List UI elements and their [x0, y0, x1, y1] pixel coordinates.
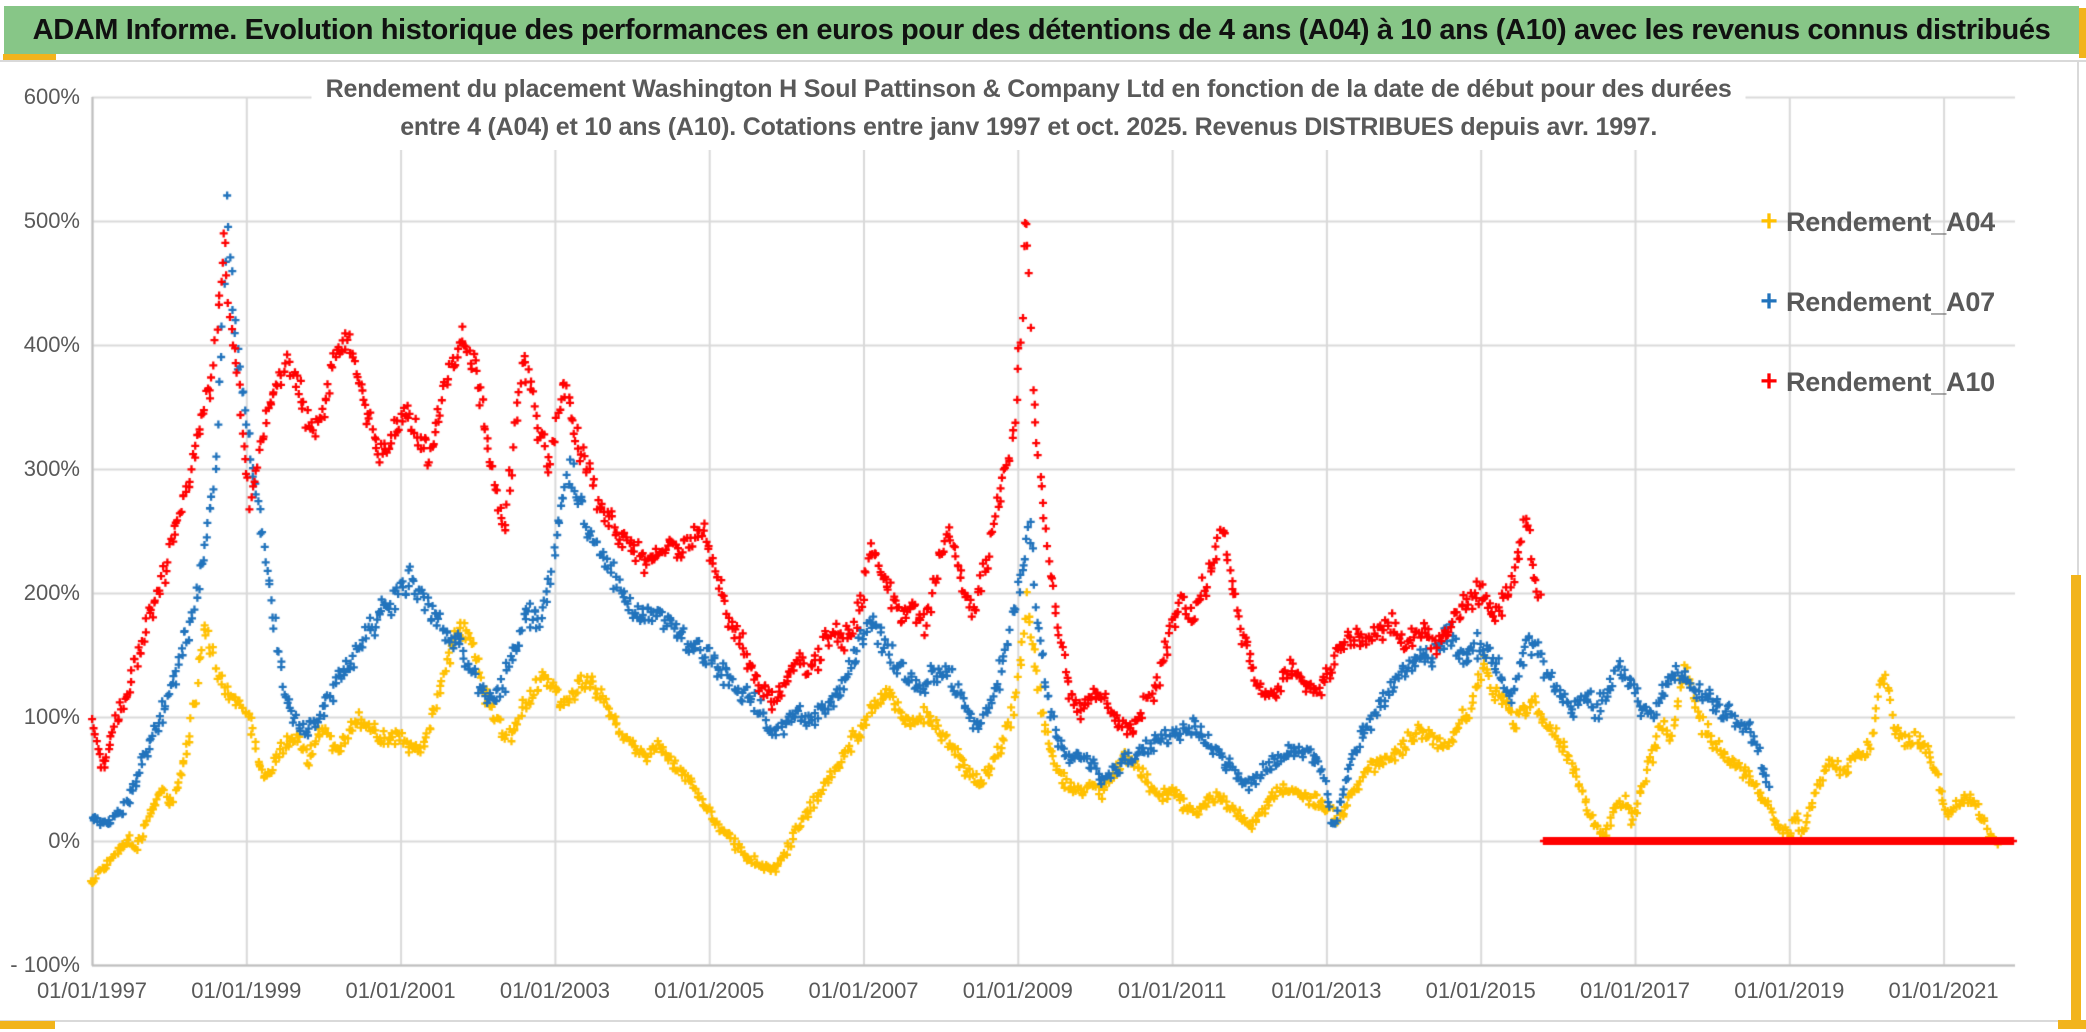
- legend-label: Rendement_A07: [1786, 286, 1995, 317]
- accent-bottom-left: [0, 1021, 55, 1029]
- plus-marker-icon: +: [1760, 365, 1778, 398]
- accent-bottom-right: [2058, 1020, 2086, 1029]
- accent-top-left: [3, 54, 56, 60]
- chart-title-line2: entre 4 (A04) et 10 ans (A10). Cotations…: [400, 113, 1658, 141]
- chart-frame-bottom-border: [0, 1020, 2086, 1022]
- y-tick-label: 600%: [23, 84, 80, 109]
- y-tick-label: 500%: [23, 208, 80, 233]
- legend-item-rendement-a07[interactable]: + Rendement_A07: [1752, 278, 1995, 326]
- banner: ADAM Informe. Evolution historique des p…: [4, 6, 2079, 54]
- chart-frame-top-border: [0, 60, 2086, 62]
- accent-right-edge: [2071, 575, 2081, 1022]
- x-tick-label: 01/01/2003: [499, 978, 610, 1003]
- plus-marker-icon: +: [1760, 205, 1778, 238]
- x-tick-label: 01/01/2007: [808, 978, 919, 1003]
- y-tick-label: 100%: [23, 704, 80, 729]
- x-tick-label: 01/01/2017: [1579, 978, 1691, 1003]
- y-tick-label: 200%: [23, 580, 80, 605]
- y-tick-label: - 100%: [10, 952, 80, 977]
- y-tick-label: 0%: [48, 828, 80, 853]
- legend-item-rendement-a10[interactable]: + Rendement_A10: [1752, 358, 1995, 406]
- x-tick-label: 01/01/2015: [1425, 978, 1536, 1003]
- accent-top-right: [2079, 8, 2086, 58]
- x-tick-label: 01/01/2013: [1271, 978, 1382, 1003]
- legend-label: Rendement_A04: [1786, 206, 1995, 237]
- y-tick-label: 300%: [23, 456, 80, 481]
- legend-item-rendement-a04[interactable]: + Rendement_A04: [1752, 198, 1995, 246]
- x-tick-label: 01/01/2005: [654, 978, 765, 1003]
- x-tick-label: 01/01/2001: [345, 978, 456, 1003]
- x-tick-label: 01/01/2011: [1117, 978, 1227, 1003]
- plus-marker-icon: +: [1760, 285, 1778, 318]
- x-tick-label: 01/01/2021: [1888, 978, 1999, 1003]
- x-tick-label: 01/01/1997: [36, 978, 148, 1003]
- banner-title: ADAM Informe. Evolution historique des p…: [32, 13, 2051, 46]
- legend-label: Rendement_A10: [1786, 366, 1995, 397]
- x-tick-label: 01/01/1999: [191, 978, 302, 1003]
- chart-title: Rendement du placement Washington H Soul…: [311, 66, 1746, 150]
- chart-title-line1: Rendement du placement Washington H Soul…: [325, 75, 1732, 103]
- chart-frame-right-border: [2077, 60, 2079, 1020]
- x-tick-label: 01/01/2019: [1734, 978, 1845, 1003]
- y-tick-label: 400%: [23, 332, 80, 357]
- x-tick-label: 01/01/2009: [962, 978, 1073, 1003]
